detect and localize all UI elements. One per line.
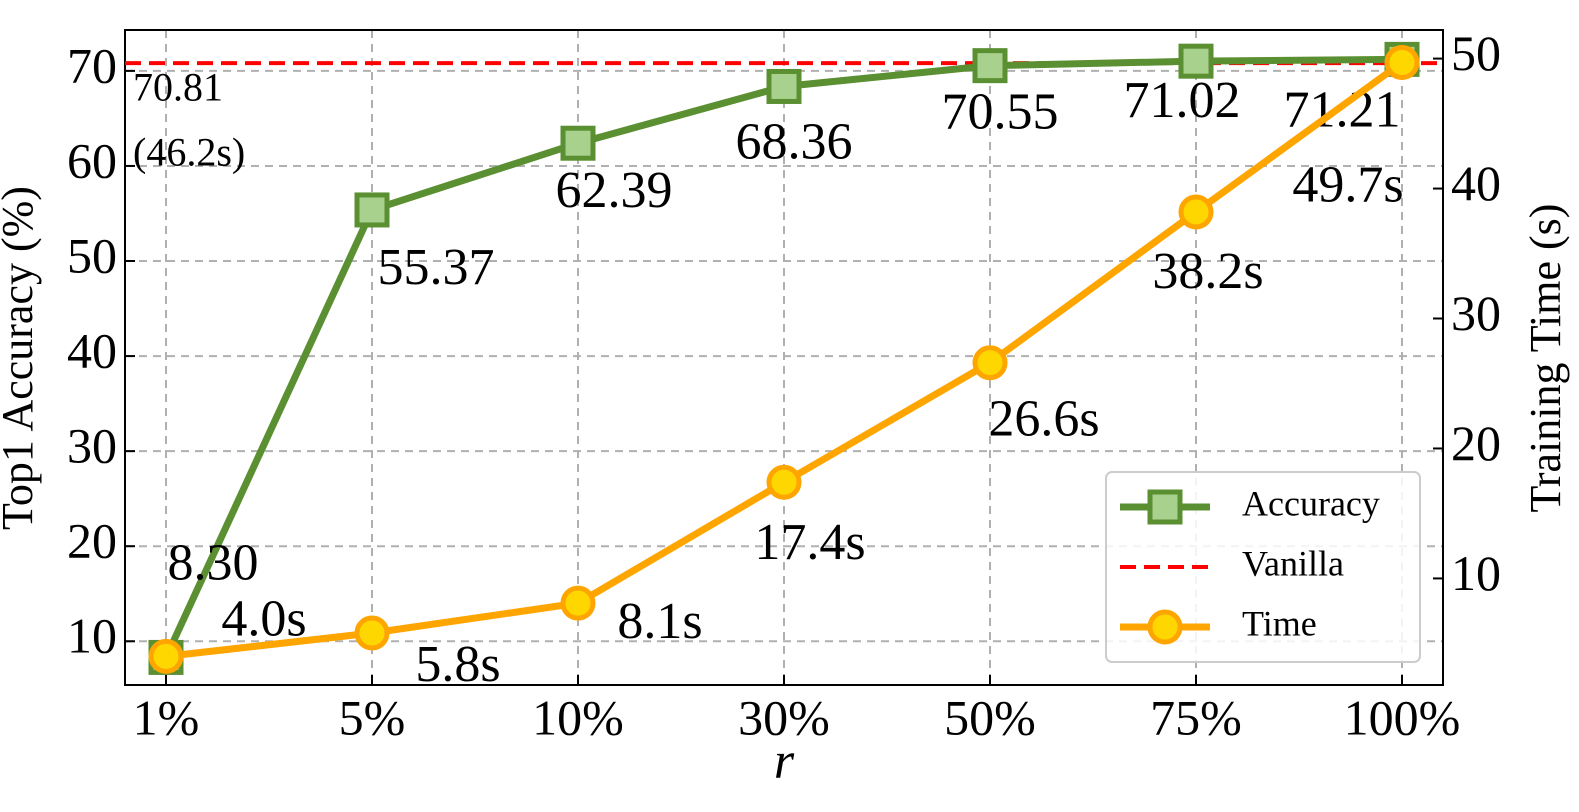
- plot-frame: [124, 29, 1444, 686]
- y2-tick-label: 10: [1451, 545, 1501, 601]
- legend-marker: [1147, 609, 1183, 645]
- legend-marker: [1147, 489, 1183, 525]
- y2-tick-label: 20: [1451, 415, 1501, 471]
- x-tick-label: 10%: [532, 689, 624, 745]
- reference-label: 70.81: [133, 64, 223, 109]
- x-tick-label: 1%: [133, 689, 200, 745]
- y-tick-label: 30: [67, 418, 117, 474]
- y2-axis-label: Training Time (s): [1521, 204, 1570, 513]
- marker: [1178, 194, 1214, 230]
- x-axis-label: r: [774, 733, 795, 790]
- data-label: 4.0s: [221, 590, 306, 647]
- x-tick-label: 30%: [738, 689, 830, 745]
- y-tick-label: 50: [67, 227, 117, 283]
- y-tick-label: 60: [67, 132, 117, 188]
- marker: [560, 125, 596, 161]
- y-tick-label: 20: [67, 513, 117, 569]
- data-label: 5.8s: [415, 636, 500, 693]
- y2-tick-label: 50: [1451, 25, 1501, 81]
- legend-box: [1105, 471, 1421, 663]
- marker: [972, 345, 1008, 381]
- legend-label: Vanilla: [1242, 543, 1344, 583]
- data-label: 17.4s: [754, 514, 865, 571]
- y-tick-label: 40: [67, 323, 117, 379]
- data-label: 62.39: [556, 162, 673, 219]
- data-label: 8.30: [168, 534, 259, 591]
- legend-label: Time: [1242, 603, 1317, 643]
- data-label: 70.55: [942, 84, 1059, 141]
- marker: [148, 638, 184, 674]
- marker: [354, 615, 390, 651]
- reference-time-label: (46.2s): [133, 129, 245, 174]
- data-label: 38.2s: [1152, 243, 1263, 300]
- data-label: 68.36: [736, 113, 853, 170]
- legend-label: Accuracy: [1242, 483, 1380, 523]
- y-tick-label: 10: [67, 608, 117, 664]
- marker: [1178, 43, 1214, 79]
- marker: [766, 464, 802, 500]
- y2-tick-label: 30: [1451, 285, 1501, 341]
- x-tick-label: 100%: [1344, 689, 1461, 745]
- marker: [560, 585, 596, 621]
- x-tick-label: 75%: [1150, 689, 1242, 745]
- data-label: 8.1s: [617, 593, 702, 650]
- y-axis-label: Top1 Accuracy (%): [0, 186, 42, 530]
- y-tick-label: 70: [67, 37, 117, 93]
- data-label: 49.7s: [1292, 156, 1403, 213]
- marker: [972, 48, 1008, 84]
- y2-tick-label: 40: [1451, 155, 1501, 211]
- x-tick-label: 50%: [944, 689, 1036, 745]
- marker: [766, 68, 802, 104]
- data-label: 71.02: [1124, 72, 1241, 129]
- data-label: 26.6s: [988, 391, 1099, 448]
- data-label: 55.37: [378, 239, 495, 296]
- x-tick-label: 5%: [339, 689, 406, 745]
- marker: [354, 192, 390, 228]
- marker: [1384, 44, 1420, 80]
